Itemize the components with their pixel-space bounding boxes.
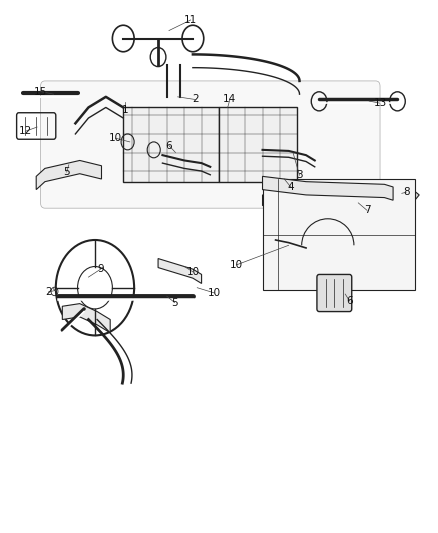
- Polygon shape: [62, 304, 110, 333]
- Polygon shape: [36, 160, 102, 190]
- Text: 5: 5: [171, 297, 178, 308]
- Text: 13: 13: [374, 98, 387, 108]
- Text: 14: 14: [223, 94, 237, 104]
- Text: 10: 10: [186, 267, 199, 277]
- Polygon shape: [262, 176, 393, 200]
- Text: 6: 6: [166, 141, 172, 151]
- Polygon shape: [385, 187, 419, 203]
- Text: 2: 2: [192, 94, 198, 104]
- FancyBboxPatch shape: [219, 108, 297, 182]
- Text: 8: 8: [403, 187, 410, 197]
- Polygon shape: [158, 259, 201, 284]
- Text: 3: 3: [296, 171, 303, 180]
- Text: 1: 1: [122, 105, 129, 115]
- Text: 10: 10: [109, 133, 122, 143]
- Polygon shape: [262, 195, 413, 219]
- Text: 10: 10: [208, 288, 221, 298]
- FancyBboxPatch shape: [317, 274, 352, 312]
- Text: 2: 2: [45, 287, 52, 297]
- Text: 12: 12: [19, 126, 32, 136]
- FancyBboxPatch shape: [262, 179, 415, 290]
- Text: 4: 4: [287, 182, 294, 192]
- Text: 5: 5: [64, 167, 70, 177]
- Text: 9: 9: [97, 264, 104, 274]
- FancyBboxPatch shape: [41, 81, 380, 208]
- Text: 7: 7: [364, 205, 370, 215]
- Text: 6: 6: [346, 296, 353, 306]
- Text: 15: 15: [34, 86, 47, 96]
- Text: 10: 10: [230, 260, 243, 270]
- FancyBboxPatch shape: [123, 108, 219, 182]
- Text: 11: 11: [184, 15, 198, 25]
